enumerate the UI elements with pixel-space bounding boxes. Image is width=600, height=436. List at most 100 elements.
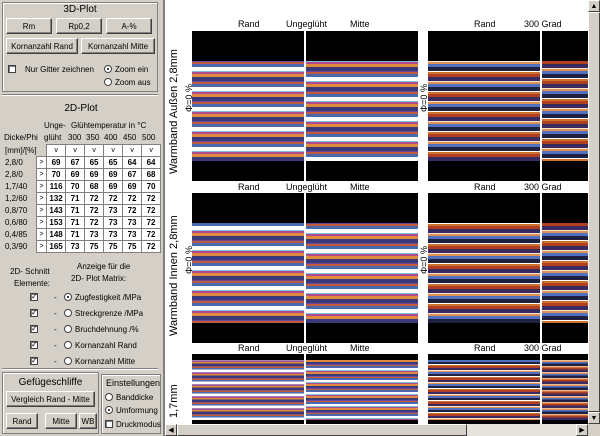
- matrix-cell: 75: [84, 240, 105, 253]
- col-select-button[interactable]: v: [84, 144, 105, 157]
- row-select-button[interactable]: >: [36, 156, 48, 169]
- micrograph-image: [428, 31, 540, 181]
- row-select-button[interactable]: >: [36, 168, 48, 181]
- row-thickness-label: 0,8/70: [5, 206, 28, 215]
- rm-button[interactable]: Rm: [6, 18, 52, 34]
- matrix-display-radio[interactable]: [64, 293, 72, 301]
- matrix-cell: 72: [122, 192, 143, 205]
- row-select-button[interactable]: >: [36, 180, 48, 193]
- matrix-display-radio[interactable]: [64, 309, 72, 317]
- matrix-cell: 72: [103, 192, 124, 205]
- druckmodus-checkbox[interactable]: [105, 420, 113, 428]
- matrix-row: 1,7/40 >116 70 68 69 69 70: [4, 180, 162, 193]
- matrix-row: 2,8/0 >69 67 65 65 64 64: [4, 156, 162, 169]
- group-gefuege: Gefügeschliffe Vergleich Rand - Mitte Ra…: [2, 372, 99, 434]
- col-select-button[interactable]: v: [141, 144, 162, 157]
- matrix-cell: 70: [65, 180, 86, 193]
- row-select-button[interactable]: >: [36, 228, 48, 241]
- matrix-row: 0,8/70 >143 71 72 73 72 72: [4, 204, 162, 217]
- zoom-in-radio[interactable]: [104, 65, 112, 73]
- schnitt-element-checkbox[interactable]: ✓: [30, 308, 38, 317]
- matrix-cell: 67: [65, 156, 86, 169]
- col-header-mitte: Mitte: [350, 182, 370, 192]
- header-thickness: Dicke/Phi: [4, 133, 38, 142]
- temp-500: 500: [142, 133, 156, 142]
- schnitt-element-checkbox[interactable]: ✓: [30, 356, 38, 365]
- col-select-button[interactable]: v: [46, 144, 67, 157]
- col-header-rand: Rand: [238, 343, 260, 353]
- micrograph-image: [192, 193, 304, 343]
- grid-only-checkbox[interactable]: [8, 65, 16, 73]
- row-label-warmband-aussen: Warmband Außen 2,8mm: [168, 49, 180, 174]
- matrix-display-label: Kornanzahl Rand: [75, 341, 137, 350]
- row-select-button[interactable]: >: [36, 204, 48, 217]
- scroll-corner: [588, 424, 600, 436]
- col-select-button[interactable]: v: [65, 144, 86, 157]
- rp02-button[interactable]: Rp0,2: [56, 18, 102, 34]
- matrix-cell: 73: [122, 228, 143, 241]
- scroll-thumb-horizontal[interactable]: [177, 424, 467, 436]
- a-percent-button[interactable]: A-%: [106, 18, 152, 34]
- option-dash: -: [54, 325, 57, 334]
- matrix-cell: 69: [103, 180, 124, 193]
- zoom-out-radio[interactable]: [104, 78, 112, 86]
- matrix-cell: 143: [46, 204, 67, 217]
- col-header-300: 300 Grad: [524, 343, 562, 353]
- row-select-button[interactable]: >: [36, 240, 48, 253]
- kornanzahl-rand-button[interactable]: Kornanzahl Rand: [6, 38, 78, 54]
- row-thickness-label: 2,8/0: [5, 170, 23, 179]
- row-select-button[interactable]: >: [36, 192, 48, 205]
- scroll-thumb-vertical[interactable]: [588, 12, 600, 412]
- umformung-label: Umformung: [116, 406, 158, 415]
- matrix-display-radio[interactable]: [64, 341, 72, 349]
- compare-rand-mitte-button[interactable]: Vergleich Rand - Mitte: [6, 391, 95, 407]
- group-3d-title: 3D-Plot: [63, 4, 97, 15]
- vertical-scrollbar[interactable]: ▲ ▼: [588, 0, 600, 424]
- scroll-up-arrow-icon[interactable]: ▲: [588, 0, 600, 12]
- separator: [2, 368, 158, 370]
- value-matrix: [mm]/[%] v v v v v v 2,8/0 >69 67 65 65 64 64 2…: [4, 144, 162, 253]
- matrix-cell: 73: [65, 240, 86, 253]
- kornanzahl-mitte-button[interactable]: Kornanzahl Mitte: [81, 38, 155, 54]
- horizontal-scrollbar[interactable]: ◀ ▶: [165, 424, 588, 436]
- scroll-down-arrow-icon[interactable]: ▼: [588, 412, 600, 424]
- matrix-cell: 153: [46, 216, 67, 229]
- col-header-rand: Rand: [238, 19, 260, 29]
- umformung-radio[interactable]: [105, 406, 113, 414]
- matrix-cell: 72: [141, 216, 162, 229]
- banddicke-radio[interactable]: [105, 393, 113, 401]
- schnitt-element-checkbox[interactable]: ✓: [30, 340, 38, 349]
- rand-button[interactable]: Rand: [6, 413, 38, 429]
- matrix-row: 0,4/85 >148 71 73 73 73 72: [4, 228, 162, 241]
- matrix-row: 2,8/0 >70 69 69 69 67 68: [4, 168, 162, 181]
- col-select-button[interactable]: v: [103, 144, 124, 157]
- temp-400: 400: [104, 133, 118, 142]
- header-temperature: Glühtemperatur in °C: [71, 121, 147, 130]
- header-unit: [mm]/[%]: [5, 146, 37, 155]
- matrix-cell: 73: [103, 228, 124, 241]
- matrix-row: 0,6/80 >153 71 72 73 73 72: [4, 216, 162, 229]
- matrix-display-radio[interactable]: [64, 325, 72, 333]
- matrix-cell: 71: [65, 228, 86, 241]
- druckmodus-label: Druckmodus: [116, 420, 161, 429]
- row-thickness-label: 2,8/0: [5, 158, 23, 167]
- matrix-cell: 71: [65, 192, 86, 205]
- wb-button[interactable]: WB: [79, 413, 97, 429]
- matrix-cell: 68: [141, 168, 162, 181]
- scroll-left-arrow-icon[interactable]: ◀: [165, 424, 177, 436]
- matrix-display-radio[interactable]: [64, 357, 72, 365]
- mitte-button[interactable]: Mitte: [45, 413, 77, 429]
- col-select-button[interactable]: v: [122, 144, 143, 157]
- matrix-cell: 68: [84, 180, 105, 193]
- micrograph-image: [306, 31, 418, 181]
- scroll-right-arrow-icon[interactable]: ▶: [576, 424, 588, 436]
- schnitt-element-checkbox[interactable]: ✓: [30, 324, 38, 333]
- zoom-in-label: Zoom ein: [115, 65, 149, 74]
- row-select-button[interactable]: >: [36, 216, 48, 229]
- row-thickness-label: 1,7/40: [5, 182, 28, 191]
- schnitt-element-checkbox[interactable]: ✓: [30, 292, 38, 301]
- matrix-cell: 72: [122, 204, 143, 217]
- temp-450: 450: [123, 133, 137, 142]
- micrograph-image: [428, 354, 540, 424]
